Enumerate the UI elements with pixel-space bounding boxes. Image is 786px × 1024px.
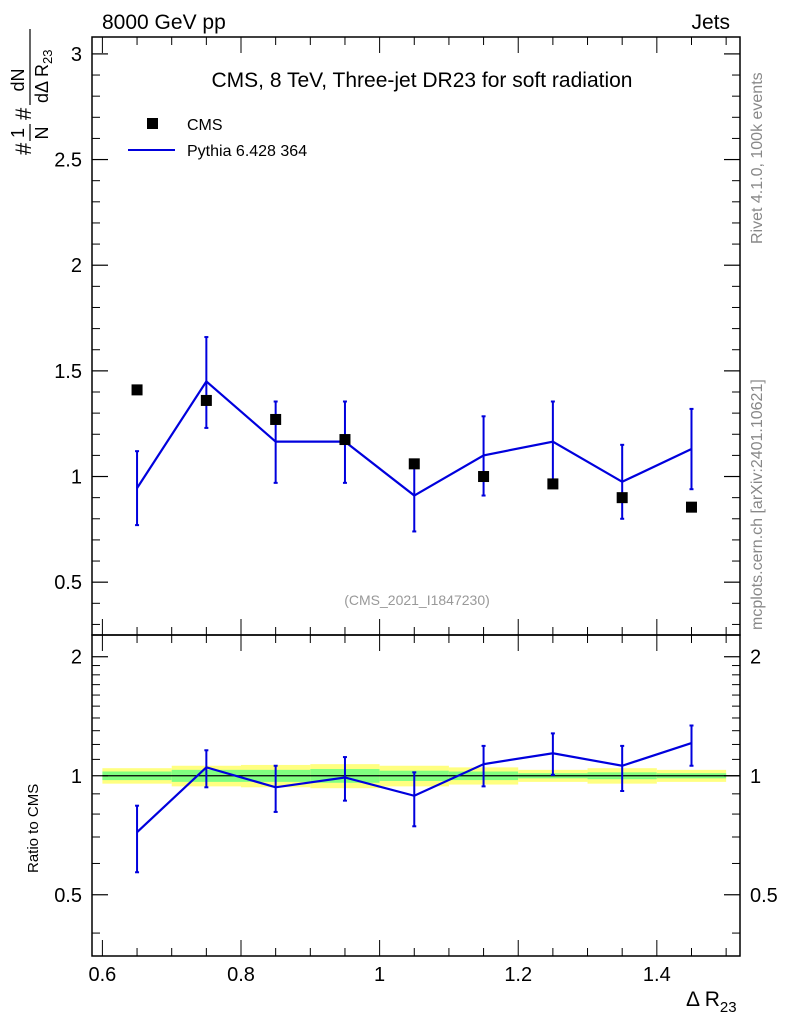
ratio-series — [135, 724, 694, 874]
ratio-ytick-label: 0.5 — [54, 885, 82, 907]
ratio-ytick-label: 1 — [71, 766, 82, 788]
legend-cms-label: CMS — [187, 117, 223, 134]
ratio-line — [136, 741, 692, 833]
ylabel-frac1-num: 1 — [8, 128, 28, 138]
ratio-ytick-label: 2 — [71, 647, 82, 669]
ylabel-hash-1: # — [11, 142, 36, 155]
rivet-label: Rivet 4.1.0, 100k events — [749, 72, 766, 244]
main-axis-ticks: 0.5 1 1.5 2 2.5 3 — [54, 37, 740, 635]
x-axis-label: Δ R23 — [686, 988, 737, 1016]
ylabel-frac2-den: dΔ R23 — [32, 49, 55, 103]
cms-data-point — [616, 492, 628, 504]
ratio-ylabel: Ratio to CMS — [25, 784, 42, 873]
main-title: CMS, 8 TeV, Three-jet DR23 for soft radi… — [212, 69, 633, 92]
main-ytick-label: 0.5 — [54, 572, 82, 594]
main-ytick-label: 2.5 — [54, 150, 82, 172]
ratio-ytick-label-right: 2 — [750, 647, 761, 669]
legend-pythia-label: Pythia 6.428 364 — [187, 143, 307, 160]
main-ytick-label: 2 — [71, 255, 82, 277]
x-tick-label: 0.6 — [88, 964, 116, 986]
x-tick-label: 1.2 — [504, 964, 532, 986]
main-ylabel: # 1 N # dN dΔ R23 — [8, 29, 55, 155]
ylabel-hash-2: # — [11, 107, 36, 120]
header-right: Jets — [691, 11, 730, 34]
cms-data-point — [547, 478, 559, 490]
legend-cms-marker — [147, 118, 158, 129]
x-tick-label: 1.4 — [643, 964, 671, 986]
cms-data-point — [408, 458, 420, 470]
main-ytick-label: 1.5 — [54, 361, 82, 383]
mcplots-label: mcplots.cern.ch [arXiv:2401.10621] — [749, 379, 766, 630]
ratio-ytick-label-right: 1 — [750, 766, 761, 788]
header-left: 8000 GeV pp — [102, 11, 226, 34]
cms-data-point — [478, 471, 490, 483]
mc-line — [136, 379, 692, 497]
cms-data-point — [685, 501, 697, 513]
x-tick-label: 0.8 — [227, 964, 255, 986]
cms-data-point — [270, 413, 282, 425]
ratio-axis-ticks: 0.5 0.5 1 1 2 2 0.6 0.8 1 1.2 1.4 — [54, 635, 778, 986]
ylabel-frac2-num: dN — [8, 68, 28, 91]
main-series — [131, 336, 697, 533]
ylabel-frac1-den: N — [32, 127, 52, 140]
main-ytick-label: 3 — [71, 44, 82, 66]
main-ytick-label: 1 — [71, 467, 82, 489]
x-tick-label: 1 — [374, 964, 385, 986]
watermark: (CMS_2021_I1847230) — [344, 592, 490, 608]
cms-data-point — [339, 434, 351, 446]
cms-data-point — [200, 394, 212, 406]
ratio-panel-frame — [91, 634, 741, 957]
ratio-ytick-label-right: 0.5 — [750, 885, 778, 907]
cms-data-point — [131, 384, 143, 396]
